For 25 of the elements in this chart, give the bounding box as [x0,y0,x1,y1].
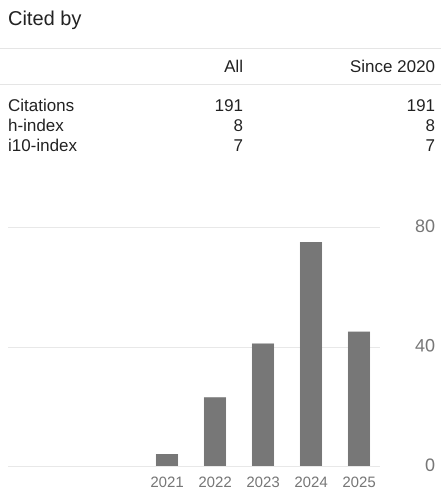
bar [300,242,322,466]
text: 7 [426,136,435,156]
text: 8 [234,116,243,136]
x-tick-label: 2024 [294,474,328,492]
text: i10-index [8,136,77,156]
bar [252,344,274,466]
y-tick-label: 80 [414,216,435,236]
x-tick-label: 2025 [342,474,376,492]
text: Since 2020 [350,57,435,77]
y-tick-label: 40 [414,335,435,356]
text: 191 [406,96,435,116]
bar [156,454,178,466]
text: h-index [8,116,64,136]
x-tick-label: 2021 [150,474,184,492]
x-tick-label: 2022 [198,474,232,492]
x-tick-label: 2023 [246,474,280,492]
text: 8 [426,116,435,136]
bar [348,332,370,466]
y-tick-label: 0 [424,454,435,475]
chart-title: Cited by [8,8,82,31]
text: All [224,57,243,77]
bar [204,397,226,466]
text: 7 [234,136,243,156]
text: 191 [214,96,243,116]
text: Citations [8,96,74,116]
